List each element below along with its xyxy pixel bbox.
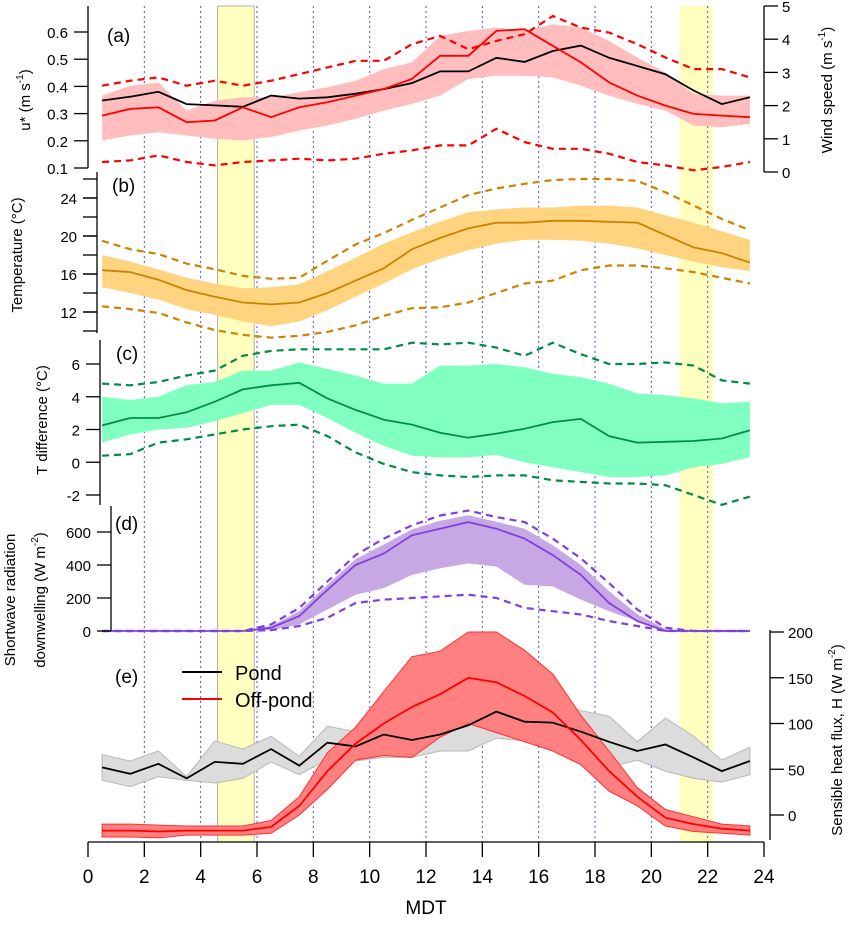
x-tick-label-10: 10: [359, 867, 380, 888]
y-tick-label-right-0-0: 0: [782, 165, 790, 182]
legend-label-pond: Pond: [235, 663, 282, 685]
y-tick-label-2-0: 0: [72, 455, 80, 472]
ylabel-d-line1: Shortwave radiation: [2, 534, 19, 667]
x-tick-label-18: 18: [584, 867, 605, 888]
panel-c: [101, 341, 751, 506]
panel-e-label: (e): [115, 667, 138, 688]
x-tick-label-4: 4: [195, 867, 206, 888]
y-tick-label-right-0-4: 4: [782, 32, 790, 49]
ylabel-e-right: Sensible heat flux, H (W m-2): [827, 644, 846, 835]
dashed-line-2-2: [102, 423, 751, 506]
y-tick-label-right-4-150: 150: [788, 671, 813, 688]
dashed-line-0-3: [102, 127, 751, 172]
y-tick-label-3-200: 200: [66, 591, 91, 608]
y-tick-label-1-12: 12: [60, 305, 77, 322]
dashed-line-1-3: [101, 177, 751, 280]
y-tick-label-right-0-3: 3: [782, 65, 790, 82]
panel-b-label: (b): [112, 176, 135, 197]
x-tick-label-14: 14: [472, 867, 494, 888]
panel-b: [101, 177, 751, 339]
y-tick-label-right-0-5: 5: [782, 0, 790, 16]
axes-layer: 0.10.20.30.40.50.601234512162024-2024602…: [47, 0, 813, 888]
x-tick-label-24: 24: [753, 867, 775, 888]
dashed-line-2-3: [102, 341, 751, 387]
y-tick-label-0-0.3: 0.3: [47, 107, 68, 124]
ylabel-d-line2: downwelling (W m-2): [30, 532, 49, 668]
ylabel-c: T difference (°C): [34, 365, 51, 475]
y-tick-label-right-0-2: 2: [782, 99, 790, 116]
series-line-4-2: [102, 676, 750, 833]
x-tick-label-8: 8: [308, 867, 319, 888]
panels-layer: [101, 14, 751, 839]
y-tick-label-right-4-100: 100: [788, 717, 813, 734]
panel-a-label: (a): [107, 26, 130, 47]
ylabel-b: Temperature (°C): [9, 197, 26, 312]
panel-d-label: (d): [115, 514, 138, 535]
x-tick-label-0: 0: [83, 867, 94, 888]
x-tick-label-20: 20: [641, 867, 662, 888]
y-tick-label-right-0-1: 1: [782, 132, 790, 149]
x-tick-label-22: 22: [697, 867, 718, 888]
band-1-1: [102, 205, 750, 327]
y-tick-label-3-400: 400: [66, 558, 91, 575]
y-tick-label-3-0: 0: [83, 624, 91, 641]
panel-c-label: (c): [116, 344, 138, 365]
panel-d: [102, 509, 750, 633]
series-line-1-0: [102, 219, 751, 306]
y-tick-label-2-2: 2: [72, 423, 80, 440]
y-tick-label-3-600: 600: [66, 525, 91, 542]
series-line-0-1: [101, 28, 750, 124]
y-tick-label-0-0.2: 0.2: [47, 134, 68, 151]
y-tick-label-1-24: 24: [60, 191, 77, 208]
ylabel-a-right: Wind speed (m s-1): [817, 27, 836, 153]
band-0-2: [102, 24, 750, 141]
dashed-line-0-4: [101, 14, 751, 87]
band-4-3: [101, 631, 751, 839]
series-line-2-0: [101, 381, 751, 444]
panel-e: [101, 631, 751, 839]
y-tick-label-1-20: 20: [60, 229, 77, 246]
y-tick-label-1-16: 16: [60, 267, 77, 284]
x-tick-label-12: 12: [415, 867, 436, 888]
legend-label-off-pond: Off-pond: [235, 690, 312, 712]
series-line-3-0: [102, 521, 750, 632]
legend: Pond Off-pond: [182, 663, 312, 712]
ylabel-a: u* (m s-1): [15, 69, 34, 130]
y-tick-label-0-0.1: 0.1: [47, 161, 68, 178]
y-tick-label-2-6: 6: [72, 357, 80, 374]
x-tick-label-16: 16: [528, 867, 549, 888]
x-tick-label-2: 2: [139, 867, 150, 888]
panel-a: [101, 14, 751, 172]
y-tick-label-2--2: -2: [67, 488, 80, 505]
y-tick-label-right-4-50: 50: [788, 762, 805, 779]
y-tick-label-0-0.4: 0.4: [47, 79, 68, 96]
background-layer: [143, 5, 714, 843]
x-axis-label: MDT: [405, 898, 447, 919]
x-tick-label-6: 6: [252, 867, 263, 888]
y-tick-label-2-4: 4: [72, 390, 80, 407]
dashed-line-1-2: [101, 264, 751, 339]
series-line-0-0: [101, 44, 751, 108]
series-line-4-0: [101, 710, 751, 780]
band-3-1: [102, 515, 750, 631]
y-tick-label-right-4-0: 0: [788, 808, 796, 825]
y-tick-label-right-4-200: 200: [788, 625, 813, 642]
y-tick-label-0-0.5: 0.5: [47, 52, 68, 69]
band-2-1: [102, 362, 750, 477]
y-tick-label-0-0.6: 0.6: [47, 25, 68, 42]
shaded-period-0: [217, 5, 255, 843]
